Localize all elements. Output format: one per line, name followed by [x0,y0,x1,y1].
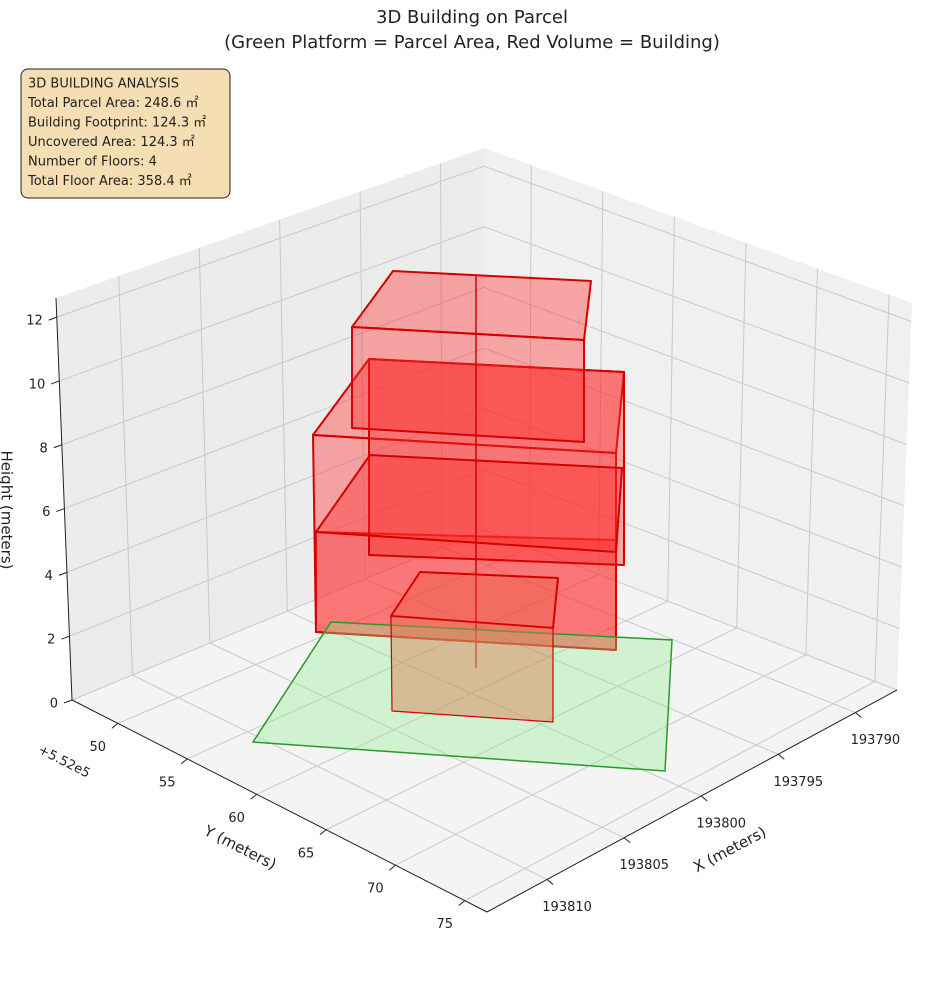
z-tick [48,316,57,321]
z-tick-label: 0 [50,697,58,712]
x-tick [623,837,631,844]
y-tick [319,829,327,836]
grid-line [118,275,133,676]
y-axis-line [71,699,488,913]
grid-line [395,654,807,866]
x-tick [700,795,708,802]
floor-0-front [390,615,554,723]
x-tick-label: 193790 [851,733,901,748]
grid-line [483,408,902,568]
z-axis-title: Height (meters) [0,451,16,570]
annotation-line: Uncovered Area: 124.3 ㎡ [28,135,195,150]
left-pane [56,148,484,700]
chart-subtitle: (Green Platform = Parcel Area, Red Volum… [224,32,720,53]
y-offset: +5.52e5 [36,743,93,782]
annotation-line: 3D BUILDING ANALYSIS [28,77,179,92]
annotation-box [20,68,231,199]
grid-line [667,216,675,602]
grid-line [874,294,890,682]
parcel-platform [251,621,673,772]
x-tick-label: 193795 [773,775,823,790]
grid-line [117,547,530,724]
z-tick [56,508,65,513]
grid-line [464,680,876,902]
y-tick [458,900,466,907]
z-tick-label: 8 [40,441,48,456]
z-tick [51,380,60,385]
grid-line [483,347,905,507]
y-tick-label: 65 [298,846,315,861]
x-tick-label: 193805 [619,858,669,873]
grid-line [71,529,485,701]
x-tick [777,753,785,760]
y-tick-label: 70 [367,882,384,897]
y-tick [389,864,396,871]
grid-line [209,642,625,839]
grid-line [364,578,779,755]
grid-line [256,600,668,795]
grid-line [359,191,366,580]
grid-line [287,610,702,797]
grid-line [325,627,737,831]
grid-line [64,347,485,510]
grid-line [132,674,548,880]
x-tick [546,879,554,885]
y-tick-label: 60 [228,811,245,826]
grid-line [483,286,907,445]
x-axis-line [486,689,898,913]
y-tick-label: 50 [90,740,107,755]
grid-line [66,408,485,573]
grid-line [483,226,910,384]
y-tick [250,793,257,800]
grid-line [598,191,604,575]
z-tick-label: 6 [42,505,50,520]
grid-line [198,247,211,644]
floor-4-front [351,326,585,443]
x-tick [855,712,862,718]
grid-line [69,468,485,637]
grid-line [59,226,485,382]
z-tick-label: 2 [47,633,55,648]
grid-line [56,165,485,318]
annotation: 3D BUILDING ANALYSIS Total Parcel Area: 2… [27,77,206,190]
z-tick [58,571,68,576]
x-tick-label: 193810 [542,900,592,915]
y-axis-title: Y (meters) [200,821,279,873]
annotation-line: Total Floor Area: 358.4 ㎡ [27,174,192,189]
z-tick [61,635,70,640]
chart-title: 3D Building on Parcel [376,7,568,28]
y-tick [180,758,188,765]
z-axis-line [55,297,73,701]
grid-line [483,468,900,630]
y-tick [111,723,119,729]
z-tick [53,444,63,449]
grid-line [529,165,532,548]
grid-line [805,268,819,655]
floor-2-top [315,454,623,553]
grid-line [186,573,599,760]
grid-line [279,219,288,612]
grid-line [440,163,443,548]
y-tick-label: 55 [159,775,176,790]
z-tick [63,699,73,704]
grid-line [483,165,912,322]
grid-line [61,286,485,446]
y-tick-label: 75 [437,917,454,932]
grid-line [441,546,856,713]
annotation-line: Building Footprint: 124.3 ㎡ [28,116,206,131]
floor-pane [72,530,897,912]
x-tick-label: 193800 [696,816,746,831]
annotation-line: Total Parcel Area: 248.6 ㎡ [27,96,198,111]
z-tick-label: 10 [29,377,46,392]
grid-line [736,242,747,628]
grid-line [483,529,898,691]
z-tick-label: 4 [45,569,53,584]
grid [48,163,912,907]
z-tick-label: 12 [26,314,43,329]
annotation-line: Number of Floors: 4 [28,155,157,170]
